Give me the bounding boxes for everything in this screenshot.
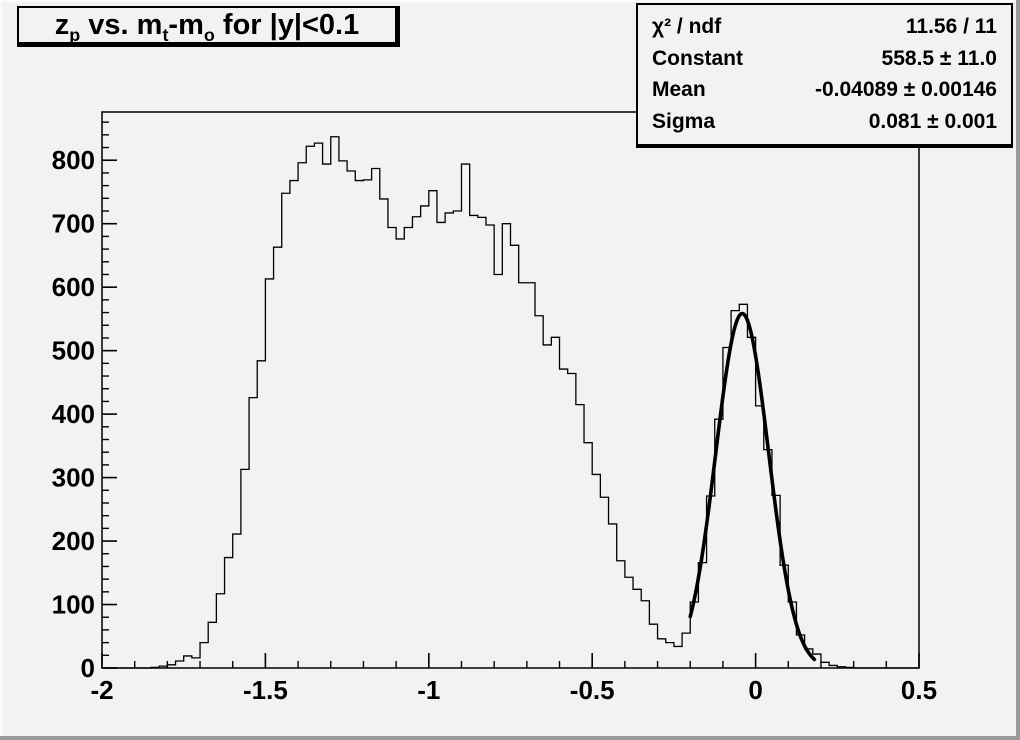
y-axis-tick-label: 500	[52, 336, 95, 366]
x-axis-tick-label: -1.5	[243, 675, 288, 705]
canvas-bevel-bottom	[0, 736, 1020, 740]
x-axis-tick-label: 0	[748, 675, 762, 705]
y-axis-tick-label: 700	[52, 209, 95, 239]
x-axis-tick-label: -1	[417, 675, 440, 705]
y-axis-tick-label: 200	[52, 526, 95, 556]
stats-row-sigma: Sigma 0.081 ± 0.001	[652, 110, 997, 134]
stats-value-constant: 558.5 ± 11.0	[881, 46, 997, 70]
x-axis-tick-label: -0.5	[570, 675, 615, 705]
page-title: zp vs. mt-mo for |y|<0.1	[54, 8, 360, 45]
stats-row-mean: Mean -0.04089 ± 0.00146	[652, 78, 997, 102]
y-axis-tick-label: 100	[52, 590, 95, 620]
gaussian-fit-curve	[688, 311, 817, 662]
canvas-bevel-left	[0, 0, 2, 740]
stats-row-chi2: χ² / ndf 11.56 / 11	[652, 15, 997, 39]
stats-row-constant: Constant 558.5 ± 11.0	[652, 47, 997, 71]
y-axis-tick-label: 0	[81, 653, 95, 683]
y-axis-tick-label: 600	[52, 272, 95, 302]
stats-value-mean: -0.04089 ± 0.00146	[814, 78, 997, 102]
x-axis-tick-label: -2	[90, 675, 113, 705]
stats-value-chi2: 11.56 / 11	[905, 14, 997, 38]
stats-label-mean: Mean	[652, 78, 706, 102]
histogram-outline	[102, 136, 919, 669]
title-pave: zp vs. mt-mo for |y|<0.1	[17, 6, 400, 47]
stats-label-sigma: Sigma	[652, 110, 716, 134]
canvas-bevel-right	[1016, 0, 1020, 740]
stats-label-constant: Constant	[652, 46, 743, 70]
y-axis-tick-label: 400	[52, 399, 95, 429]
stats-pave: χ² / ndf 11.56 / 11 Constant 558.5 ± 11.…	[636, 3, 1013, 148]
canvas-bevel-top	[0, 0, 1020, 2]
plot-frame	[101, 111, 920, 669]
y-axis-tick-label: 300	[52, 463, 95, 493]
y-axis-tick-label: 800	[52, 145, 95, 175]
stats-value-sigma: 0.081 ± 0.001	[868, 110, 997, 134]
x-axis-tick-label: 0.5	[901, 675, 937, 705]
stats-label-chi2: χ² / ndf	[652, 14, 722, 38]
